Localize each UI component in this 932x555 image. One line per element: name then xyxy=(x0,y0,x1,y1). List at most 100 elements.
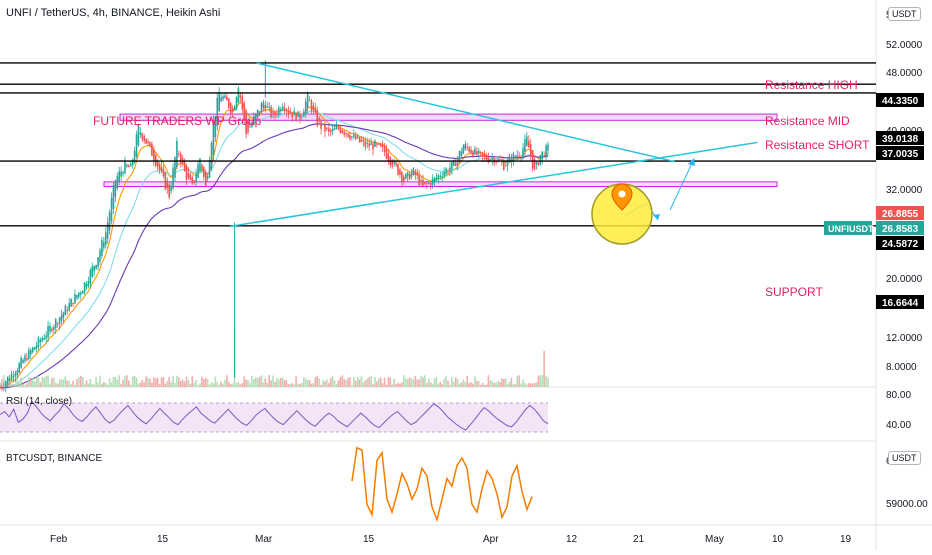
volume-bar xyxy=(418,379,420,387)
volume-bar xyxy=(147,377,149,387)
volume-bar xyxy=(391,384,394,387)
candle-body xyxy=(8,379,11,381)
price-zone[interactable] xyxy=(119,113,778,121)
volume-bar xyxy=(397,382,399,387)
candle-body xyxy=(358,137,361,142)
volume-bar xyxy=(445,376,447,387)
volume-bar xyxy=(226,375,228,387)
volume-bar xyxy=(183,381,186,387)
volume-bar xyxy=(210,382,213,387)
currency-badge[interactable]: USDT xyxy=(888,7,921,21)
volume-bar xyxy=(399,383,401,387)
candle-body xyxy=(268,106,270,108)
projection-drawing[interactable] xyxy=(591,158,695,245)
volume-bar xyxy=(483,384,486,387)
candle-body xyxy=(141,133,144,140)
volume-bar xyxy=(333,380,336,387)
volume-bar xyxy=(241,383,244,387)
candle-body xyxy=(218,92,220,112)
btc-currency-badge[interactable]: USDT xyxy=(888,451,921,465)
ema-line xyxy=(0,102,549,389)
volume-bar xyxy=(535,382,538,387)
projection-up-arrowhead xyxy=(688,158,695,166)
price-zone[interactable] xyxy=(103,181,778,188)
candle-body xyxy=(251,122,253,127)
y-tick-label: 20.0000 xyxy=(886,274,923,285)
candle-body xyxy=(156,160,159,167)
volume-bar xyxy=(377,378,380,387)
volume-bar xyxy=(237,381,240,387)
candle-body xyxy=(204,172,207,186)
candle-body xyxy=(370,143,372,145)
volume-bar xyxy=(508,381,511,387)
volume-bar xyxy=(476,380,478,387)
volume-bar xyxy=(324,381,326,387)
volume-bar xyxy=(526,384,528,387)
volume-bar xyxy=(447,380,449,387)
volume-bar xyxy=(91,383,94,387)
volume-bar xyxy=(78,376,80,387)
x-tick-feb: Feb xyxy=(50,534,68,545)
candle-body xyxy=(414,171,417,176)
candle-body xyxy=(214,115,217,138)
volume-bar xyxy=(347,377,349,387)
volume-bar xyxy=(433,378,436,387)
volume-bar xyxy=(160,377,163,387)
candle-body xyxy=(51,328,53,332)
btc-line-group xyxy=(351,446,533,523)
volume-bar xyxy=(310,383,313,387)
volume-bar xyxy=(170,382,172,387)
volume-bar xyxy=(137,383,140,387)
symbol-legend[interactable]: UNFI / TetherUS, 4h, BINANCE, Heikin Ash… xyxy=(6,7,221,19)
candle-body xyxy=(276,113,278,115)
volume-bar xyxy=(247,379,249,387)
volume-bar xyxy=(28,377,30,387)
candle-body xyxy=(16,370,19,375)
volume-bar xyxy=(504,378,507,387)
candle-body xyxy=(385,149,388,159)
volume-bar xyxy=(431,383,434,387)
candle-body xyxy=(29,350,32,355)
volume-bar xyxy=(33,381,36,387)
volume-bar xyxy=(79,375,82,387)
x-tick-apr: Apr xyxy=(483,534,499,545)
candle-body xyxy=(224,95,226,98)
volume-bar xyxy=(24,384,26,387)
volume-bar xyxy=(83,384,86,387)
volume-bar xyxy=(345,380,347,387)
candle-body xyxy=(258,111,261,114)
candle-body xyxy=(185,165,188,180)
volume-bar xyxy=(435,376,438,387)
volume-bar xyxy=(220,381,222,387)
candle-body xyxy=(114,180,117,197)
candle-body xyxy=(95,265,97,269)
candle-body xyxy=(368,143,370,147)
volume-bar xyxy=(479,384,482,387)
volume-bar xyxy=(249,382,251,387)
volume-bar xyxy=(501,378,503,387)
candle-body xyxy=(37,337,40,347)
candle-body xyxy=(191,177,194,184)
volume-bar xyxy=(218,384,220,387)
candle-body xyxy=(295,113,297,121)
horizontal-levels xyxy=(0,62,876,227)
volume-bar xyxy=(326,379,328,387)
volume-bar xyxy=(29,377,32,387)
trendline[interactable] xyxy=(256,62,676,163)
candle-body xyxy=(483,154,486,157)
volume-bar xyxy=(139,382,142,387)
candle-body xyxy=(183,160,186,172)
volume-bar xyxy=(151,382,153,387)
volume-bar xyxy=(128,380,130,387)
candle-body xyxy=(303,111,305,117)
volume-bar xyxy=(203,379,205,387)
volume-bar xyxy=(495,382,497,387)
volume-bar xyxy=(181,379,184,387)
volume-bar xyxy=(283,380,286,387)
trendline[interactable] xyxy=(229,141,758,228)
y-tick-label: 48.0000 xyxy=(886,68,923,79)
candle-body xyxy=(310,100,313,112)
volume-bar xyxy=(279,378,282,387)
volume-bar xyxy=(178,377,180,387)
